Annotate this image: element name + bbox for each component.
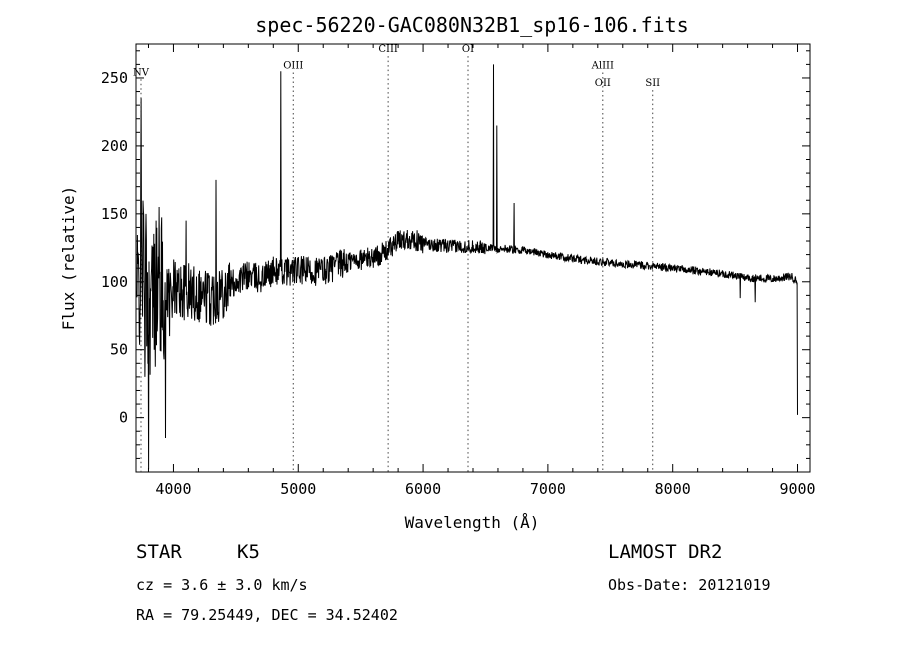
observation-date: Obs-Date: 20121019 xyxy=(608,576,771,594)
coordinates: RA = 79.25449, DEC = 34.52402 xyxy=(136,606,398,624)
y-tick-label: 150 xyxy=(101,205,128,223)
x-tick-label: 6000 xyxy=(405,480,441,498)
x-tick-label: 4000 xyxy=(155,480,191,498)
x-tick-label: 8000 xyxy=(655,480,691,498)
object-subclass: K5 xyxy=(237,541,260,563)
redshift-cz: cz = 3.6 ± 3.0 km/s xyxy=(136,576,308,594)
line-marker-label: SII xyxy=(645,78,660,89)
line-marker-label: OI xyxy=(462,44,474,55)
x-tick-label: 9000 xyxy=(779,480,815,498)
y-axis-title: Flux (relative) xyxy=(59,186,78,331)
y-tick-label: 50 xyxy=(110,341,128,359)
line-marker-label: NV xyxy=(133,67,150,78)
y-tick-label: 0 xyxy=(119,409,128,427)
y-axis-ticks: 0 50 100 150 200 250 xyxy=(101,50,810,459)
line-marker-label: OIII xyxy=(283,60,303,71)
object-class: STAR xyxy=(136,541,182,563)
line-marker-label: AlIII xyxy=(591,60,614,71)
line-marker-label: OII xyxy=(595,78,611,89)
y-tick-label: 200 xyxy=(101,137,128,155)
y-tick-label: 100 xyxy=(101,273,128,291)
chart-title: spec-56220-GAC080N32B1_sp16-106.fits xyxy=(255,13,688,37)
y-tick-label: 250 xyxy=(101,69,128,87)
x-tick-label: 5000 xyxy=(280,480,316,498)
x-axis-ticks: 4000 5000 6000 7000 8000 9000 xyxy=(147,44,816,498)
spectrum-line xyxy=(136,64,798,470)
plot-frame xyxy=(135,43,811,473)
line-marker-label: CIII xyxy=(378,44,398,55)
survey-name: LAMOST DR2 xyxy=(608,541,722,563)
x-axis-title: Wavelength (Å) xyxy=(405,513,540,532)
line-markers: NV OIII CIII OI AlIII OII SII xyxy=(133,44,660,472)
x-tick-label: 7000 xyxy=(530,480,566,498)
